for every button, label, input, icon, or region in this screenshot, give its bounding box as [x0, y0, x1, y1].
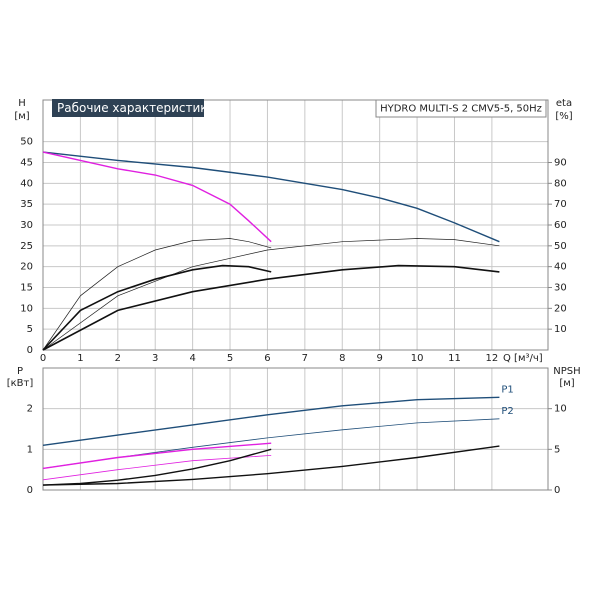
y-tick-label: 0: [27, 485, 33, 496]
x-tick-label: 10: [411, 353, 424, 364]
y-tick-label: 15: [20, 283, 33, 294]
y2-unit: [м]: [559, 378, 574, 389]
y-tick-label: 25: [20, 241, 33, 252]
y2-tick-label: 30: [554, 283, 567, 294]
y-tick-label: 35: [20, 199, 33, 210]
series-line: [42, 442, 272, 470]
x-tick-label: 0: [40, 353, 46, 364]
y2-tick-label: 50: [554, 241, 567, 252]
x-tick-label: 12: [486, 353, 499, 364]
x-tick-label: 4: [189, 353, 195, 364]
y-label: H: [18, 98, 26, 109]
y2-label: NPSH: [553, 366, 580, 377]
series-label: P1: [501, 384, 513, 395]
x-tick-label: 3: [152, 353, 158, 364]
y2-tick-label: 90: [554, 158, 567, 169]
y-tick-label: 10: [20, 303, 33, 314]
title-box: [52, 99, 204, 117]
y-unit: [м]: [14, 111, 29, 122]
x-tick-label: 2: [115, 353, 121, 364]
chart-subtitle: HYDRO MULTI-S 2 CMV5-5, 50Hz: [380, 104, 542, 115]
series-line: [42, 264, 500, 351]
y-tick-label: 30: [20, 220, 33, 231]
y2-tick-label: 80: [554, 178, 567, 189]
x-tick-label: 11: [448, 353, 461, 364]
x-tick-label: 5: [227, 353, 233, 364]
series-line: [42, 448, 272, 486]
y2-tick-label: 70: [554, 199, 567, 210]
chart-title: Рабочие характеристики: [57, 101, 215, 115]
y2-tick-label: 10: [554, 324, 567, 335]
x-tick-label: 8: [339, 353, 345, 364]
series-line: [42, 151, 500, 243]
y-tick-label: 0: [27, 345, 33, 356]
y2-tick-label: 40: [554, 262, 567, 273]
y2-label: eta: [556, 98, 572, 109]
x-label: Q [м³/ч]: [503, 353, 543, 364]
y-tick-label: 5: [27, 324, 33, 335]
series-line: [42, 445, 500, 486]
y2-tick-label: 0: [554, 485, 560, 496]
series-line: [42, 238, 500, 351]
y-tick-label: 20: [20, 262, 33, 273]
y-tick-label: 2: [27, 404, 33, 415]
series-line: [42, 396, 500, 446]
y-label: P: [17, 366, 23, 377]
y-tick-label: 45: [20, 158, 33, 169]
y2-tick-label: 60: [554, 220, 567, 231]
model-box: [375, 99, 547, 118]
x-tick-label: 6: [264, 353, 270, 364]
series-line: [42, 264, 272, 351]
y2-tick-label: 5: [554, 444, 560, 455]
series-line: [42, 238, 272, 351]
x-tick-label: 1: [77, 353, 83, 364]
y-tick-label: 1: [27, 444, 33, 455]
y2-tick-label: 10: [554, 404, 567, 415]
series-label: P2: [501, 406, 513, 417]
y2-unit: [%]: [555, 111, 572, 122]
bottom-frame: [42, 367, 549, 491]
x-tick-label: 9: [376, 353, 382, 364]
series-line: [42, 455, 272, 481]
y-tick-label: 40: [20, 178, 33, 189]
y-tick-label: 50: [20, 137, 33, 148]
y-unit: [кВт]: [7, 378, 34, 389]
y2-tick-label: 20: [554, 303, 567, 314]
series-line: [42, 151, 272, 243]
x-tick-label: 7: [302, 353, 308, 364]
